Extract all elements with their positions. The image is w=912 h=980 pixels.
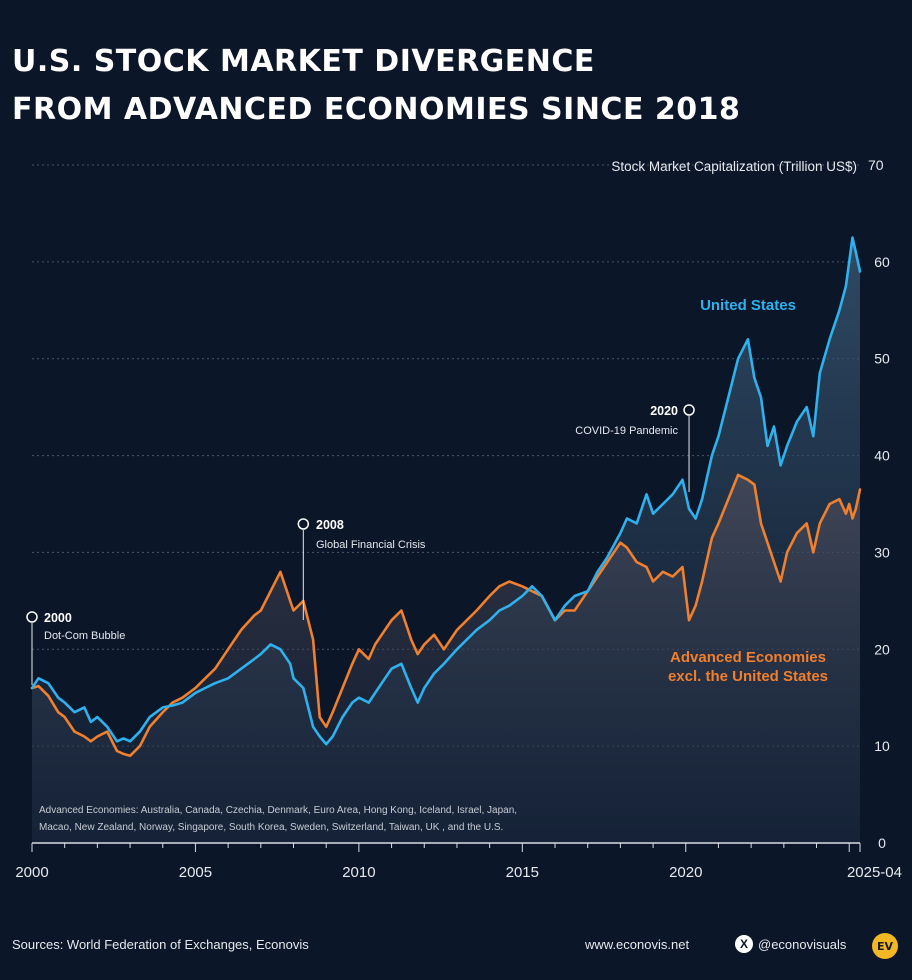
y-tick-label: 70 [868,157,884,173]
series-line-us [30,236,862,746]
website-link[interactable]: www.econovis.net [585,937,690,952]
footnote-line-1: Advanced Economies: Australia, Canada, C… [39,805,517,816]
x-tick-label: 2015 [506,864,539,881]
axis-layer: 0 10 20 30 40 50 60 70 2000 2005 2010 2015 2020 2025-… [15,157,902,881]
annotation-text: Dot-Com Bubble [44,630,125,642]
annotation-year: 2008 [316,518,344,532]
x-tick-label: 2025-04 [847,864,902,881]
y-tick-label: 20 [874,641,890,657]
area-layer [32,237,860,844]
annotation-text: COVID-19 Pandemic [575,425,678,437]
y-tick-label: 50 [874,351,890,367]
chart-title: U.S. STOCK MARKET DIVERGENCE FROM ADVANC… [12,38,740,134]
sources-text: Sources: World Federation of Exchanges, … [12,937,309,952]
line-layer [30,236,862,758]
y-tick-label: 30 [874,544,890,560]
y-tick-label: 0 [878,835,886,851]
title-line-1: U.S. STOCK MARKET DIVERGENCE [12,44,595,79]
annotation-year: 2020 [650,404,678,418]
econovis-logo: EV [872,933,898,959]
x-tick-label: 2000 [15,864,48,881]
annotation-marker [297,518,310,530]
series-label-us: United States [700,297,796,314]
series-label-adv-line1: Advanced Economies [670,649,826,666]
annotation-marker [26,611,38,623]
y-tick-label: 60 [874,254,890,270]
x-tick-label: 2005 [179,864,212,881]
annotation-text: Global Financial Crisis [316,539,426,551]
x-tick-label: 2020 [669,864,702,881]
social-handle-text: @econovisuals [758,936,847,952]
x-tick-label: 2010 [342,864,375,881]
annotation-year: 2000 [44,611,72,625]
series-label-adv-line2: excl. the United States [668,668,828,685]
footnote-line-2: Macao, New Zealand, Norway, Singapore, S… [39,822,503,833]
social-handle[interactable]: X @econovisuals [735,935,846,953]
y-tick-label: 10 [874,738,890,754]
title-line-2: FROM ADVANCED ECONOMIES SINCE 2018 [12,92,741,127]
annotation-layer: 2000 Dot-Com Bubble 2008 Global Financial C… [26,404,695,685]
annotation-marker [683,404,695,416]
series-area-1 [32,474,860,843]
x-logo-icon: X [735,935,753,953]
y-axis-label: Stock Market Capitalization (Trillion US… [611,159,857,174]
y-tick-label: 40 [874,448,890,464]
